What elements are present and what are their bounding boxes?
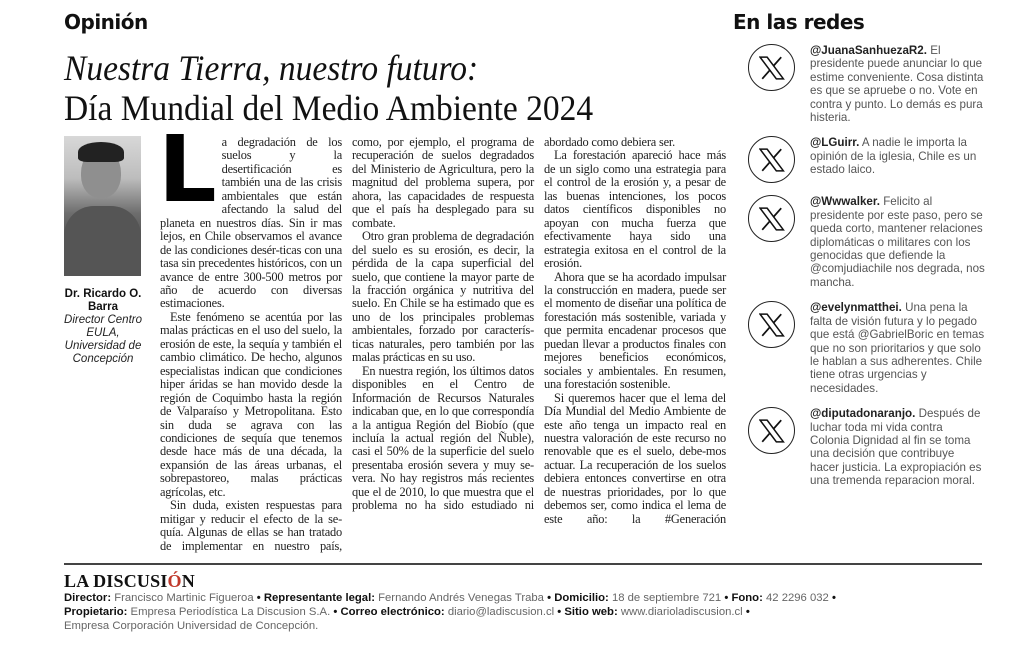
article-paragraph: Este fenómeno se acentúa por las malas p… [160,309,342,499]
tweet-list: @JuanaSanhuezaR2. El presidente puede an… [733,44,985,488]
tweet-text: @evelynmatthei. Una pena la falta de vis… [810,301,985,395]
footer-line-2: Propietario: Empresa Periodística La Dis… [64,606,750,619]
article-title-line1: Nuestra Tierra, nuestro futuro: [64,48,479,88]
main-area: Opinión Nuestra Tierra, nuestro futuro: … [64,10,1024,553]
x-logo-icon [748,44,795,91]
tweet-text: @JuanaSanhuezaR2. El presidente puede an… [810,44,984,125]
footer-line-1: Director: Francisco Martinic Figueroa • … [64,592,836,605]
article-area: Opinión Nuestra Tierra, nuestro futuro: … [64,10,726,553]
social-sidebar: En las redes @JuanaSanhuezaR2. El presid… [733,10,985,488]
tweet-handle[interactable]: @JuanaSanhuezaR2. [810,44,927,57]
x-logo-icon [748,195,795,243]
author-caption: Dr. Ricardo O. Barra Director Centro EUL… [60,288,146,366]
x-logo-icon [748,136,795,184]
article-body: Dr. Ricardo O. Barra Director Centro EUL… [64,116,726,553]
article-title-line2: Día Mundial del Medio Ambiente 2024 [64,88,594,128]
tweet-text: @Wwwalker. Felicito al presidente por es… [810,195,985,289]
tweet-handle[interactable]: @diputadonaranjo. [810,407,916,421]
author-block: Dr. Ricardo O. Barra Director Centro EUL… [64,136,150,366]
article-paragraph: Otro gran problema de degradación del su… [352,229,534,365]
article-paragraph: En nuestra región, los últimos datos dis… [352,363,534,513]
tweet-item: @evelynmatthei. Una pena la falta de vis… [748,301,985,395]
section-label: Opinión [64,10,148,34]
sidebar-title: En las redes [733,10,865,34]
tweet-handle[interactable]: @Wwwalker. [810,195,880,209]
footer-divider [64,563,982,566]
article-column-2: como, por ejemplo, el programa de recupe… [352,135,534,513]
newspaper-logo: LA DISCUSIÓN [64,571,195,592]
article-paragraph: abordado como debiera ser. [544,135,676,149]
article-paragraph: como, por ejemplo, el programa de recupe… [352,135,534,230]
article-paragraph: La forestación apareció hace más de un s… [544,148,726,271]
email-link[interactable]: diario@ladiscusion.cl [447,606,555,619]
tweet-item: @LGuirr. A nadie le importa la opinión d… [748,136,985,184]
x-logo-icon [748,407,795,455]
tweet-item: @diputadonaranjo. Después de luchar toda… [748,407,985,487]
article-paragraph: Sin duda, existen respuestas para mitiga… [160,498,342,553]
tweet-handle[interactable]: @LGuirr. [810,136,860,150]
footer-line-3: Empresa Corporación Universidad de Conce… [64,620,319,633]
tweet-text: @LGuirr. A nadie le importa la opinión d… [810,136,977,177]
tweet-item: @Wwwalker. Felicito al presidente por es… [748,195,985,289]
tweet-item: @JuanaSanhuezaR2. El presidente puede an… [748,44,985,124]
article-paragraph: Si queremos hacer que el lema del Día Mu… [544,390,726,526]
article-paragraph: Ahora que se ha acordado impulsar la con… [544,269,726,392]
tweet-handle[interactable]: @evelynmatthei. [810,301,902,315]
author-photo [64,136,141,276]
author-role: Director Centro EULA, Universidad de Con… [64,314,142,365]
drop-cap: L [158,116,217,223]
author-name: Dr. Ricardo O. Barra [64,288,142,313]
article-column-3: abordado como debiera ser. La forestació… [544,135,726,526]
tweet-text: @diputadonaranjo. Después de luchar toda… [810,407,982,488]
website-link[interactable]: www.diarioladiscusion.cl [620,606,743,619]
x-logo-icon [748,301,795,349]
